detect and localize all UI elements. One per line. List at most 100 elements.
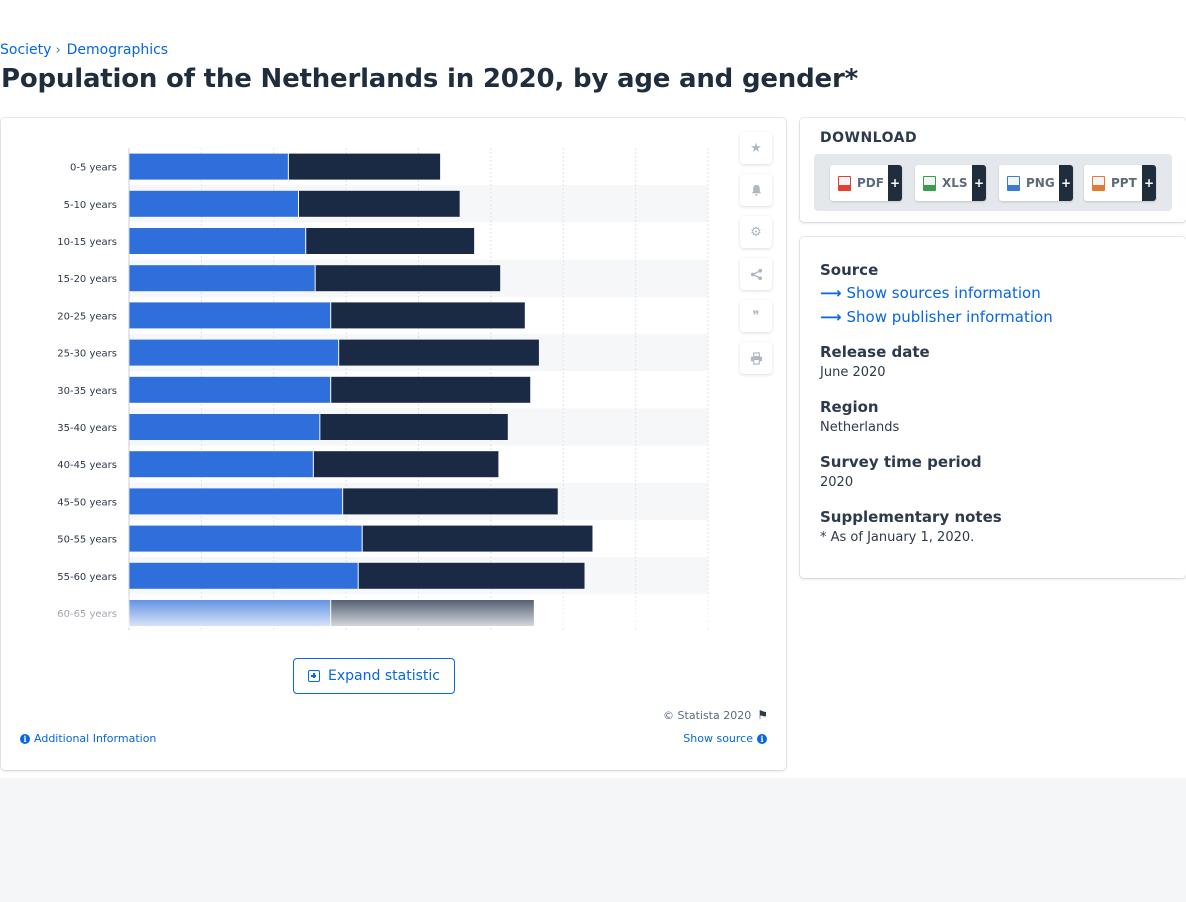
plus-icon: + xyxy=(1059,165,1073,201)
bar-male xyxy=(129,153,288,180)
print-icon[interactable] xyxy=(740,342,772,374)
download-tray: PDF + XLS + PNG + PPT + xyxy=(814,154,1172,211)
bar-female xyxy=(362,525,593,552)
category-label: 60-65 years xyxy=(57,609,117,620)
bar-female xyxy=(331,302,525,329)
copyright: © Statista 2020 ⚑ xyxy=(663,708,768,722)
bar-male xyxy=(129,562,358,589)
star-icon[interactable]: ★ xyxy=(740,132,772,164)
show-source-label: Show source xyxy=(683,732,753,745)
flag-icon[interactable]: ⚑ xyxy=(757,708,768,722)
download-xls-label: XLS xyxy=(942,176,968,190)
info-icon: i xyxy=(757,733,767,744)
survey-period-heading: Survey time period xyxy=(820,453,982,471)
arrow-right-icon: ⟶ xyxy=(820,308,842,326)
download-pdf-button[interactable]: PDF + xyxy=(830,165,902,201)
download-xls-button[interactable]: XLS + xyxy=(915,165,986,201)
category-label: 10-15 years xyxy=(57,237,117,248)
category-label: 55-60 years xyxy=(57,572,117,583)
download-pdf-label: PDF xyxy=(857,176,884,190)
additional-information-link[interactable]: i Additional Information xyxy=(20,732,156,745)
bar-male xyxy=(129,525,362,552)
page-title: Population of the Netherlands in 2020, b… xyxy=(1,64,858,94)
pdf-file-icon xyxy=(838,175,851,191)
category-label: 0-5 years xyxy=(70,163,117,174)
expand-statistic-label: Expand statistic xyxy=(328,668,440,684)
bar-male xyxy=(129,228,306,254)
bell-icon[interactable] xyxy=(740,174,772,206)
breadcrumb: Society › Demographics xyxy=(0,42,168,62)
breadcrumb-separator: › xyxy=(55,42,61,58)
download-png-label: PNG xyxy=(1026,176,1055,190)
info-icon: i xyxy=(20,733,30,744)
supplementary-notes-value: * As of January 1, 2020. xyxy=(820,530,975,545)
category-label: 30-35 years xyxy=(57,386,117,397)
plus-icon: + xyxy=(888,165,902,201)
breadcrumb-link-demographics[interactable]: Demographics xyxy=(66,42,169,58)
download-ppt-button[interactable]: PPT + xyxy=(1084,165,1156,201)
show-source-link[interactable]: Show source i xyxy=(683,732,767,745)
additional-information-label: Additional Information xyxy=(34,732,157,745)
chart-card: 0-5 years 5-10 years 10-15 years 15-20 year… xyxy=(1,118,786,770)
show-publisher-label: Show publisher information xyxy=(846,308,1053,326)
bar-male xyxy=(129,488,343,515)
survey-period-value: 2020 xyxy=(820,475,854,490)
supplementary-notes-heading: Supplementary notes xyxy=(820,508,1002,526)
bar-male xyxy=(129,600,331,626)
show-sources-link[interactable]: ⟶ Show sources information xyxy=(820,284,1041,302)
region-value: Netherlands xyxy=(820,420,900,435)
category-label: 40-45 years xyxy=(57,460,117,471)
expand-statistic-button[interactable]: Expand statistic xyxy=(293,658,455,694)
expand-icon xyxy=(308,670,321,682)
category-label: 5-10 years xyxy=(64,200,117,211)
category-label: 50-55 years xyxy=(57,535,117,546)
bar-female xyxy=(343,488,558,515)
download-ppt-label: PPT xyxy=(1111,176,1137,190)
source-heading: Source xyxy=(820,261,879,279)
plus-icon: + xyxy=(972,165,986,201)
download-title: DOWNLOAD xyxy=(820,130,918,146)
bar-female xyxy=(298,190,460,217)
bar-male xyxy=(129,451,313,478)
copyright-text: © Statista 2020 xyxy=(663,708,752,722)
bar-female xyxy=(288,153,441,180)
bar-male xyxy=(129,265,315,292)
xls-file-icon xyxy=(923,175,936,191)
bar-chart: 0-5 years 5-10 years 10-15 years 15-20 year… xyxy=(57,148,709,630)
ppt-file-icon xyxy=(1092,175,1105,191)
category-label: 45-50 years xyxy=(57,497,117,508)
show-sources-label: Show sources information xyxy=(846,284,1041,302)
share-icon[interactable] xyxy=(740,258,772,290)
bar-female xyxy=(306,228,475,254)
breadcrumb-link-society[interactable]: Society xyxy=(0,42,52,58)
arrow-right-icon: ⟶ xyxy=(820,284,842,302)
bar-male xyxy=(129,339,339,366)
bar-male xyxy=(129,302,331,329)
bar-female xyxy=(358,562,585,589)
category-label: 25-30 years xyxy=(57,349,117,360)
bar-male xyxy=(129,190,298,217)
category-label: 15-20 years xyxy=(57,274,117,285)
bar-female xyxy=(320,414,508,440)
gear-icon[interactable]: ⚙ xyxy=(740,216,772,248)
plus-icon: + xyxy=(1142,165,1156,201)
download-card: DOWNLOAD PDF + XLS + PNG + PPT + xyxy=(800,118,1186,222)
bar-female xyxy=(331,376,531,403)
bar-female xyxy=(331,600,534,626)
category-label: 20-25 years xyxy=(57,311,117,322)
category-label: 35-40 years xyxy=(57,423,117,434)
release-date-value: June 2020 xyxy=(820,365,886,380)
bar-female xyxy=(313,451,499,478)
bar-female xyxy=(315,265,501,292)
bar-male xyxy=(129,414,320,440)
quote-icon[interactable]: ❞ xyxy=(740,300,772,332)
bar-female xyxy=(339,339,539,366)
download-png-button[interactable]: PNG + xyxy=(999,165,1073,201)
region-heading: Region xyxy=(820,398,879,416)
statistic-info-card: Source ⟶ Show sources information ⟶ Show… xyxy=(800,237,1186,578)
show-publisher-link[interactable]: ⟶ Show publisher information xyxy=(820,308,1053,326)
bar-male xyxy=(129,376,331,403)
release-date-heading: Release date xyxy=(820,343,930,361)
chart-toolbar: ★ ⚙ ❞ xyxy=(740,132,772,384)
png-file-icon xyxy=(1007,175,1020,191)
